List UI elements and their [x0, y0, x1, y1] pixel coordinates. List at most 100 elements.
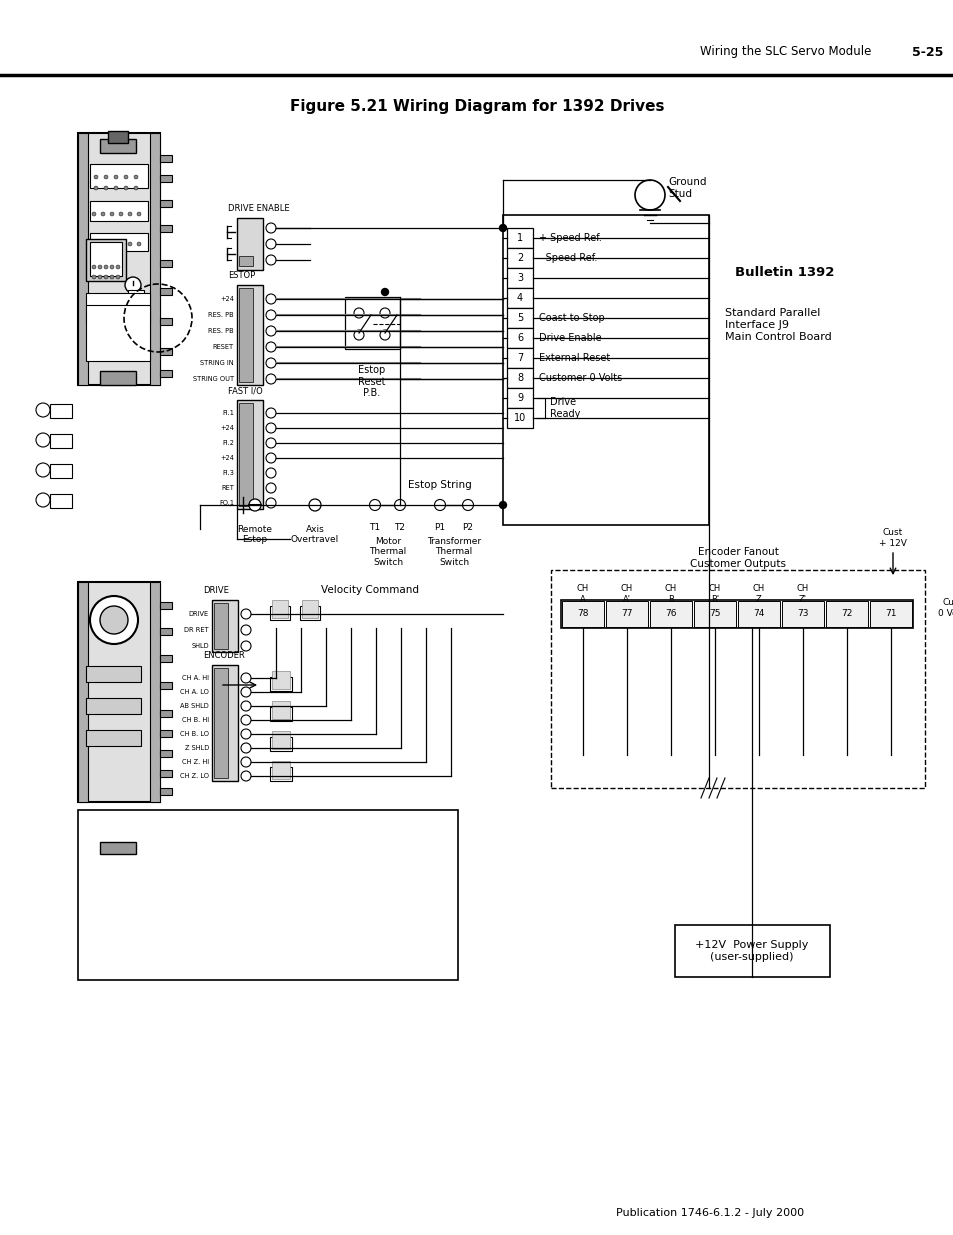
- Bar: [506, 268, 533, 288]
- Circle shape: [104, 175, 108, 179]
- Bar: [160, 348, 172, 354]
- Bar: [869, 601, 911, 627]
- Circle shape: [499, 225, 506, 231]
- Bar: [502, 215, 708, 525]
- Bar: [78, 810, 457, 981]
- Circle shape: [104, 266, 108, 269]
- Circle shape: [94, 175, 98, 179]
- Text: Estop
Reset
P.B.: Estop Reset P.B.: [358, 366, 385, 398]
- Bar: [160, 200, 172, 207]
- Text: DRIVE: DRIVE: [189, 611, 209, 618]
- Bar: [160, 629, 172, 635]
- Bar: [506, 228, 533, 248]
- Text: P1: P1: [434, 522, 445, 532]
- Bar: [160, 682, 172, 689]
- Circle shape: [98, 275, 102, 279]
- Text: CH
A: CH A: [577, 584, 589, 604]
- Bar: [160, 730, 172, 737]
- Circle shape: [36, 433, 50, 447]
- Text: CH Z. HI: CH Z. HI: [182, 760, 209, 764]
- Circle shape: [119, 212, 123, 216]
- Bar: [825, 601, 867, 627]
- Bar: [160, 788, 172, 795]
- Text: RET: RET: [221, 485, 233, 492]
- Bar: [270, 677, 292, 692]
- Bar: [506, 408, 533, 429]
- Text: Estop String: Estop String: [408, 480, 472, 490]
- Text: CH
B: CH B: [664, 584, 677, 604]
- Bar: [212, 600, 237, 652]
- Text: STRING IN: STRING IN: [200, 359, 233, 366]
- Text: Velocity Command: Velocity Command: [320, 585, 418, 595]
- Text: Remote
Estop: Remote Estop: [237, 525, 273, 545]
- Bar: [345, 296, 399, 350]
- Circle shape: [241, 687, 251, 697]
- Bar: [236, 400, 263, 509]
- Bar: [50, 404, 71, 417]
- Bar: [86, 666, 141, 682]
- Bar: [272, 701, 290, 719]
- Bar: [506, 348, 533, 368]
- Bar: [239, 403, 253, 506]
- Bar: [605, 601, 647, 627]
- Bar: [50, 494, 71, 508]
- Circle shape: [266, 294, 275, 304]
- Bar: [506, 308, 533, 329]
- Circle shape: [266, 374, 275, 384]
- Text: 78: 78: [577, 610, 588, 619]
- Bar: [213, 668, 228, 778]
- Bar: [506, 248, 533, 268]
- Text: CH B. HI: CH B. HI: [182, 718, 209, 722]
- Text: 76: 76: [664, 610, 676, 619]
- Bar: [270, 767, 292, 781]
- Bar: [551, 571, 924, 788]
- Bar: [160, 288, 172, 295]
- Circle shape: [113, 186, 118, 190]
- Circle shape: [266, 326, 275, 336]
- Bar: [100, 140, 136, 153]
- Text: SHLD: SHLD: [192, 643, 209, 650]
- Circle shape: [110, 266, 113, 269]
- Bar: [90, 164, 148, 188]
- Circle shape: [110, 242, 113, 246]
- Circle shape: [635, 180, 664, 210]
- Text: Ground
Stud: Ground Stud: [667, 177, 706, 199]
- Bar: [90, 201, 148, 221]
- Circle shape: [91, 212, 96, 216]
- Circle shape: [101, 242, 105, 246]
- Bar: [272, 671, 290, 689]
- Bar: [738, 601, 780, 627]
- Bar: [78, 133, 160, 385]
- Text: CH
B': CH B': [708, 584, 720, 604]
- Text: T2: T2: [395, 522, 405, 532]
- Text: Drive Enable: Drive Enable: [538, 333, 601, 343]
- Circle shape: [266, 310, 275, 320]
- Text: 74: 74: [753, 610, 764, 619]
- Text: 75: 75: [708, 610, 720, 619]
- Text: - Speed Ref.: - Speed Ref.: [538, 253, 597, 263]
- Bar: [86, 293, 150, 324]
- Bar: [561, 601, 603, 627]
- Bar: [270, 706, 292, 721]
- Circle shape: [266, 424, 275, 433]
- Circle shape: [266, 468, 275, 478]
- Circle shape: [462, 499, 473, 510]
- Bar: [90, 233, 148, 251]
- Circle shape: [266, 408, 275, 417]
- Text: +24: +24: [220, 296, 233, 303]
- Bar: [272, 761, 290, 779]
- Bar: [560, 600, 912, 629]
- Circle shape: [241, 673, 251, 683]
- Bar: [270, 737, 292, 751]
- Text: STRING OUT: STRING OUT: [193, 375, 233, 382]
- Bar: [78, 133, 88, 385]
- Text: Motor
Thermal
Switch: Motor Thermal Switch: [369, 537, 406, 567]
- Bar: [78, 582, 160, 802]
- Circle shape: [104, 275, 108, 279]
- Text: CH A. HI: CH A. HI: [182, 676, 209, 680]
- Text: Encoder Fanout
Customer Outputs: Encoder Fanout Customer Outputs: [689, 547, 785, 569]
- Circle shape: [137, 242, 141, 246]
- Circle shape: [128, 212, 132, 216]
- Bar: [236, 285, 263, 385]
- Text: Z SHLD: Z SHLD: [185, 745, 209, 751]
